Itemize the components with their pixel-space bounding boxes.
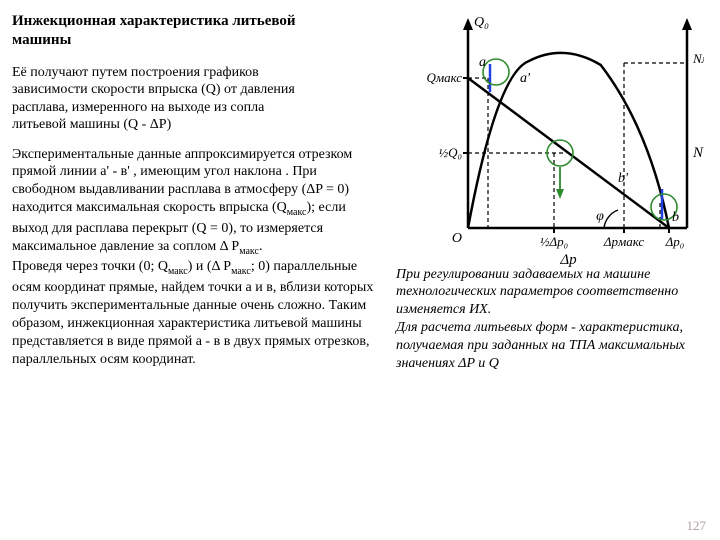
left-column-text: Экспериментальные данные аппроксимируетс… xyxy=(12,146,382,369)
svg-text:b: b xyxy=(672,210,679,225)
svg-text:a': a' xyxy=(520,71,531,86)
svg-text:O: O xyxy=(452,231,462,246)
svg-text:Q₀: Q₀ xyxy=(474,15,489,30)
svg-text:½Q₀: ½Q₀ xyxy=(438,145,462,160)
svg-text:φ: φ xyxy=(596,209,604,224)
svg-text:Nмакс: Nмакс xyxy=(692,51,704,66)
svg-text:Δp: Δp xyxy=(559,252,577,268)
svg-text:Δpмакс: Δpмакс xyxy=(603,234,645,249)
title: Инжекционная характеристика литьевой маш… xyxy=(12,12,302,50)
svg-text:b': b' xyxy=(618,171,629,186)
svg-text:N: N xyxy=(692,145,704,161)
svg-text:a: a xyxy=(479,55,486,70)
page-number: 127 xyxy=(687,518,707,534)
intro-paragraph: Её получают путем построения графиков за… xyxy=(12,64,302,134)
svg-text:½Δp₀: ½Δp₀ xyxy=(540,234,568,249)
svg-text:Δp₀: Δp₀ xyxy=(665,234,685,249)
injection-characteristic-chart: Q₀ Qмакс ½Q₀ O ½Δp₀ Δpмакс Δp₀ Δp N Nмакс a a' b b' φ xyxy=(424,8,704,268)
svg-text:Qмакс: Qмакс xyxy=(426,70,462,85)
